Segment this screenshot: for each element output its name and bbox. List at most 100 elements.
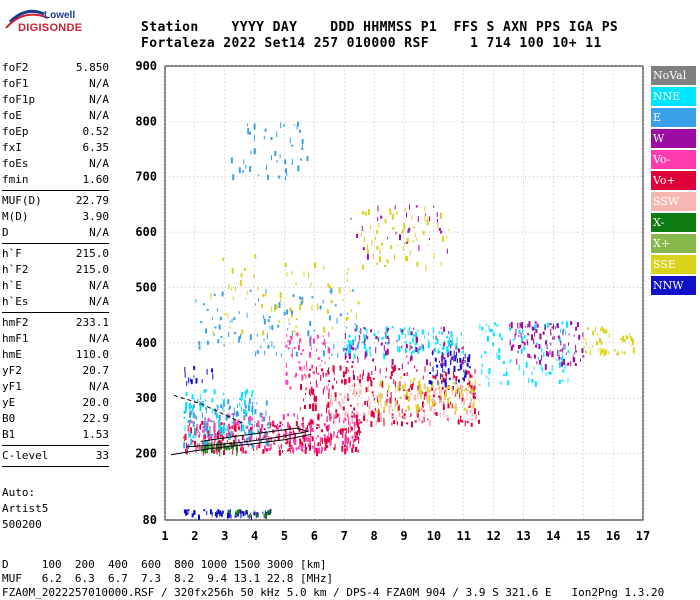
echo-point	[404, 242, 406, 246]
echo-point	[392, 213, 395, 220]
echo-point	[323, 434, 326, 437]
echo-point	[457, 390, 460, 393]
echo-point	[301, 374, 304, 381]
echo-point	[213, 389, 216, 395]
echo-point	[558, 336, 561, 342]
echo-point	[348, 419, 349, 425]
echo-point	[358, 431, 360, 436]
logo-arc-icon	[5, 9, 49, 29]
echo-point	[263, 314, 265, 319]
echo-point	[388, 385, 390, 388]
echo-point	[439, 343, 441, 346]
echo-point	[370, 421, 373, 427]
echo-point	[414, 394, 417, 401]
echo-point	[438, 381, 440, 385]
echo-point	[408, 227, 411, 231]
echo-point	[422, 401, 424, 408]
echo-point	[440, 355, 442, 359]
echo-point	[184, 366, 186, 372]
echo-point	[279, 433, 280, 438]
echo-point	[248, 398, 251, 404]
echo-point	[288, 318, 290, 322]
echo-point	[535, 344, 538, 348]
echo-point	[592, 345, 593, 348]
echo-point	[354, 393, 356, 396]
echo-point	[517, 322, 519, 329]
param-group-frequencies: foF2 5.850 foF1 N/A foF1p N/A foE N/A foEp 0.…	[2, 60, 109, 188]
echo-point	[311, 364, 314, 369]
echo-point	[608, 351, 610, 355]
divider	[2, 312, 109, 313]
echo-point	[261, 416, 263, 423]
echo-point	[195, 380, 197, 384]
echo-point	[233, 419, 236, 422]
echo-point	[357, 301, 360, 305]
echo-point	[362, 403, 364, 407]
echo-point	[386, 348, 389, 355]
echo-point	[388, 388, 390, 392]
echo-point	[349, 340, 352, 346]
echo-point	[354, 425, 356, 431]
echo-point	[424, 206, 426, 212]
echo-point	[280, 122, 282, 129]
echo-point	[263, 417, 266, 422]
echo-point	[359, 379, 361, 383]
echo-point	[346, 317, 349, 320]
echo-point	[598, 348, 600, 352]
echo-point	[364, 211, 367, 216]
echo-point	[293, 346, 296, 349]
echo-point	[193, 375, 195, 378]
echo-point	[517, 350, 519, 354]
echo-point	[267, 421, 270, 425]
echo-point	[525, 362, 528, 368]
echo-point	[433, 253, 435, 258]
echo-point	[218, 446, 220, 453]
echo-point	[291, 158, 293, 164]
echo-point	[213, 426, 216, 433]
echo-point	[289, 426, 292, 431]
param-row: yE 20.0	[2, 395, 109, 411]
echo-point	[287, 422, 289, 428]
echo-point	[252, 411, 253, 416]
echo-point	[202, 412, 203, 419]
echo-point	[442, 235, 444, 242]
echo-point	[247, 515, 250, 518]
echo-point	[367, 335, 369, 339]
echo-point	[349, 404, 352, 407]
echo-point	[244, 432, 247, 435]
echo-point	[276, 160, 278, 163]
echo-point	[312, 405, 315, 412]
echo-point	[500, 380, 502, 385]
echo-point	[348, 385, 350, 389]
echo-point	[244, 439, 246, 443]
echo-point	[301, 366, 303, 372]
echo-point	[397, 381, 399, 385]
echo-point	[217, 420, 220, 424]
echo-point	[435, 347, 437, 353]
echo-point	[426, 401, 429, 404]
echo-point	[245, 297, 247, 300]
echo-point	[492, 342, 495, 346]
echo-point	[234, 286, 236, 292]
echo-point	[416, 369, 418, 372]
echo-point	[505, 367, 507, 370]
echo-point	[263, 318, 266, 325]
echo-point	[185, 509, 187, 516]
echo-point	[558, 361, 561, 368]
echo-point	[347, 417, 350, 420]
echo-point	[309, 389, 310, 396]
echo-point	[343, 417, 346, 420]
echo-point	[343, 395, 346, 398]
echo-point	[236, 449, 238, 456]
echo-point	[199, 401, 202, 406]
echo-point	[205, 328, 207, 334]
echo-point	[265, 435, 267, 439]
echo-point	[247, 405, 250, 411]
echo-point	[601, 326, 604, 332]
echo-point	[389, 211, 392, 216]
echo-point	[324, 446, 327, 451]
echo-point	[219, 426, 222, 433]
param-value: N/A	[89, 109, 109, 122]
echo-point	[255, 512, 257, 519]
